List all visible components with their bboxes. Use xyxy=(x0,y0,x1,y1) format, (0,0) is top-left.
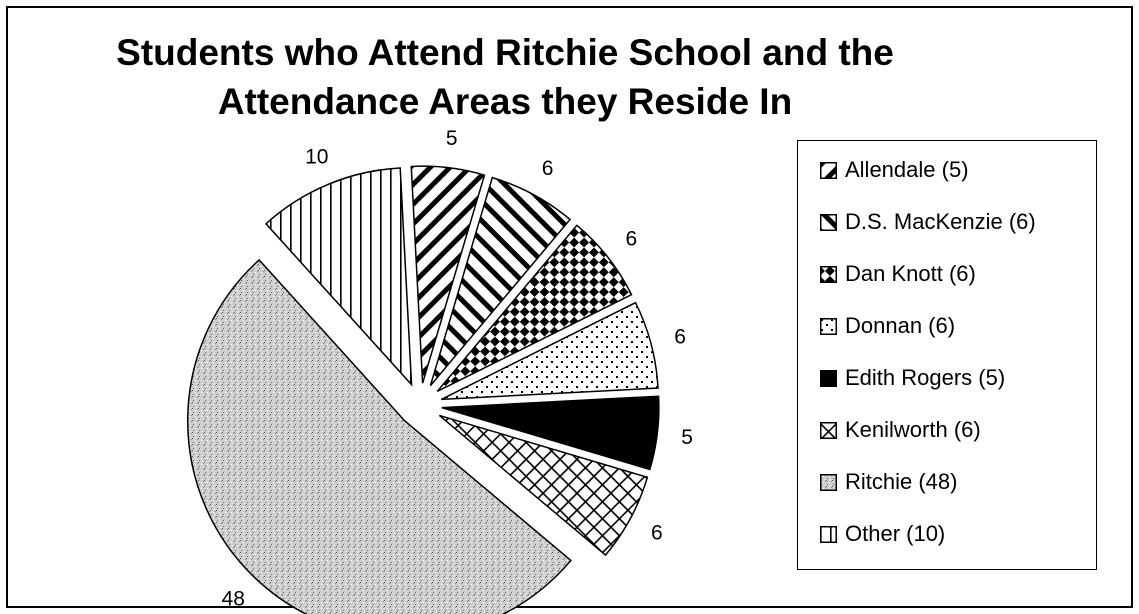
legend-swatch-solid xyxy=(820,369,837,387)
legend-swatch-diag-down xyxy=(820,213,837,231)
legend-label: Allendale (5) xyxy=(845,157,969,182)
chart-title: Students who Attend Ritchie School and t… xyxy=(60,28,950,126)
legend-label: Dan Knott (6) xyxy=(845,261,976,286)
legend-swatch-vertical xyxy=(820,525,837,543)
legend-item-other: Other (10) xyxy=(820,519,945,549)
data-label-ritchie: 48 xyxy=(222,588,245,611)
chart-title-line-1: Students who Attend Ritchie School and t… xyxy=(116,32,894,73)
data-label-allendale: 5 xyxy=(446,127,458,150)
legend-label: Donnan (6) xyxy=(845,313,956,338)
legend-item-donnan: Donnan (6) xyxy=(820,311,955,341)
data-label-d-s-mackenzie: 6 xyxy=(542,157,554,180)
legend-label: Kenilworth (6) xyxy=(845,417,981,442)
legend: Allendale (5) D.S. MacKenzie (6) Dan Knott… xyxy=(797,140,1097,570)
pie-slice-d-s-mackenzie xyxy=(429,176,572,387)
legend-item-ritchie: Ritchie (48) xyxy=(820,467,957,497)
legend-label: Ritchie (48) xyxy=(845,469,958,494)
data-label-kenilworth: 6 xyxy=(651,522,663,545)
legend-label: D.S. MacKenzie (6) xyxy=(845,209,1036,234)
data-label-dan-knott: 6 xyxy=(626,228,638,251)
data-label-donnan: 6 xyxy=(674,326,686,349)
pie-slice-ritchie xyxy=(186,258,572,614)
legend-swatch-checker xyxy=(820,265,837,283)
legend-swatch-crosshatch xyxy=(820,421,837,439)
pie-slice-dan-knott xyxy=(436,224,633,393)
legend-swatch-stipple xyxy=(820,473,837,491)
legend-item-allendale: Allendale (5) xyxy=(820,155,969,185)
legend-item-dan-knott: Dan Knott (6) xyxy=(820,259,976,289)
legend-item-d-s-mackenzie: D.S. MacKenzie (6) xyxy=(820,207,1036,237)
legend-label: Edith Rogers (5) xyxy=(845,365,1006,390)
pie-slice-other xyxy=(264,167,413,387)
legend-item-kenilworth: Kenilworth (6) xyxy=(820,415,981,445)
pie-slice-kenilworth xyxy=(438,414,649,557)
legend-label: Other (10) xyxy=(845,521,946,546)
data-label-other: 10 xyxy=(305,146,328,169)
pie-slices xyxy=(186,165,660,614)
pie-data-labels: 5 6 6 6 5 6 48 10 xyxy=(222,127,693,611)
legend-swatch-diag-up xyxy=(820,161,837,179)
pie-slice-edith-rogers xyxy=(441,395,660,471)
data-label-edith-rogers: 5 xyxy=(681,426,693,449)
legend-item-edith-rogers: Edith Rogers (5) xyxy=(820,363,1005,393)
chart-title-line-2: Attendance Areas they Reside In xyxy=(217,81,793,122)
pie-slice-donnan xyxy=(440,301,659,401)
pie-slice-allendale xyxy=(410,165,486,384)
legend-swatch-dots xyxy=(820,317,837,335)
